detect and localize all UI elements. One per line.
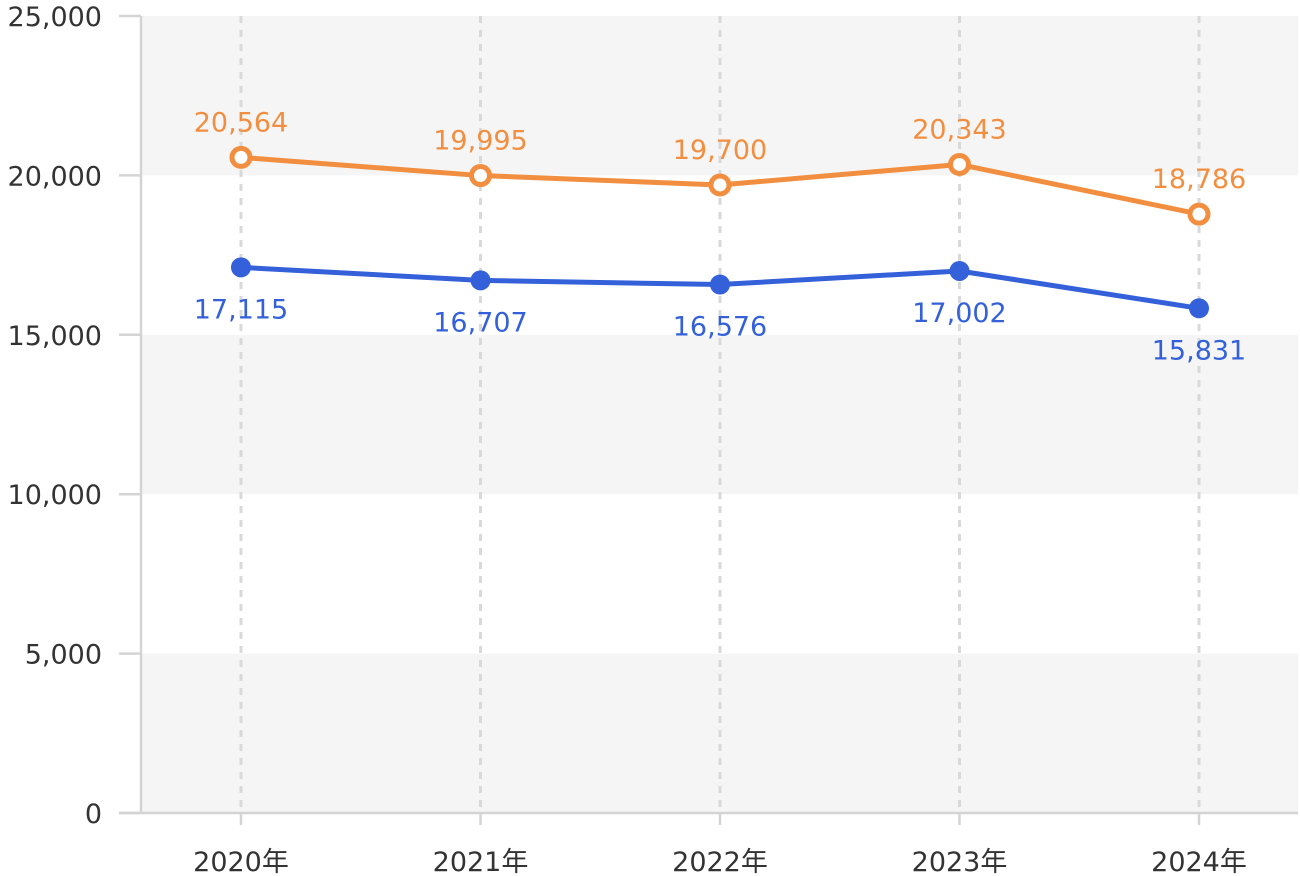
- y-tick-label: 20,000: [8, 161, 102, 192]
- data-label: 19,700: [673, 135, 767, 166]
- series-layer: 20,564 19,995 19,700 20,343 18,786 17,115 16,7…: [194, 107, 1246, 366]
- series-1: 20,564 19,995 19,700 20,343 18,786: [194, 107, 1246, 226]
- axes: [119, 16, 1298, 815]
- data-label: 15,831: [1152, 335, 1246, 366]
- x-tick-label: 2022年: [672, 847, 768, 876]
- series-2: 17,115 16,707 16,576 17,002 15,831: [194, 257, 1246, 366]
- y-tick-label: 0: [85, 799, 102, 830]
- y-tick-label: 10,000: [8, 480, 102, 511]
- x-tick-label: 2023年: [912, 847, 1008, 876]
- x-tick-label: 2024年: [1151, 847, 1247, 876]
- data-point: [231, 257, 251, 278]
- data-point: [470, 270, 491, 291]
- data-point: [710, 274, 730, 295]
- x-tick-label: 2020年: [193, 847, 289, 876]
- vertical-grid: [239, 16, 1201, 813]
- grid-band: [141, 494, 1298, 654]
- data-label: 19,995: [433, 126, 527, 157]
- data-label: 17,002: [912, 298, 1006, 329]
- data-point: [949, 260, 970, 281]
- data-label: 20,343: [912, 114, 1006, 145]
- y-tick-label: 25,000: [8, 2, 102, 33]
- data-label: 18,786: [1152, 164, 1246, 195]
- y-tick-label: 5,000: [25, 640, 102, 671]
- data-point: [948, 152, 971, 176]
- y-tick-label: 15,000: [8, 321, 102, 352]
- data-point: [708, 173, 732, 197]
- x-tick-label: 2021年: [433, 847, 529, 876]
- data-label: 16,707: [433, 307, 527, 338]
- x-axis-ticks: 2020年 2021年 2022年 2023年 2024年: [193, 813, 1247, 876]
- data-point: [469, 164, 492, 188]
- data-point: [1189, 298, 1209, 319]
- data-point: [229, 145, 253, 169]
- y-axis-ticks: 0 5,000 10,000 15,000 20,000 25,000: [8, 2, 141, 830]
- data-point: [1187, 202, 1211, 226]
- data-label: 16,576: [673, 312, 767, 343]
- data-label: 20,564: [194, 107, 288, 138]
- data-label: 17,115: [194, 294, 288, 325]
